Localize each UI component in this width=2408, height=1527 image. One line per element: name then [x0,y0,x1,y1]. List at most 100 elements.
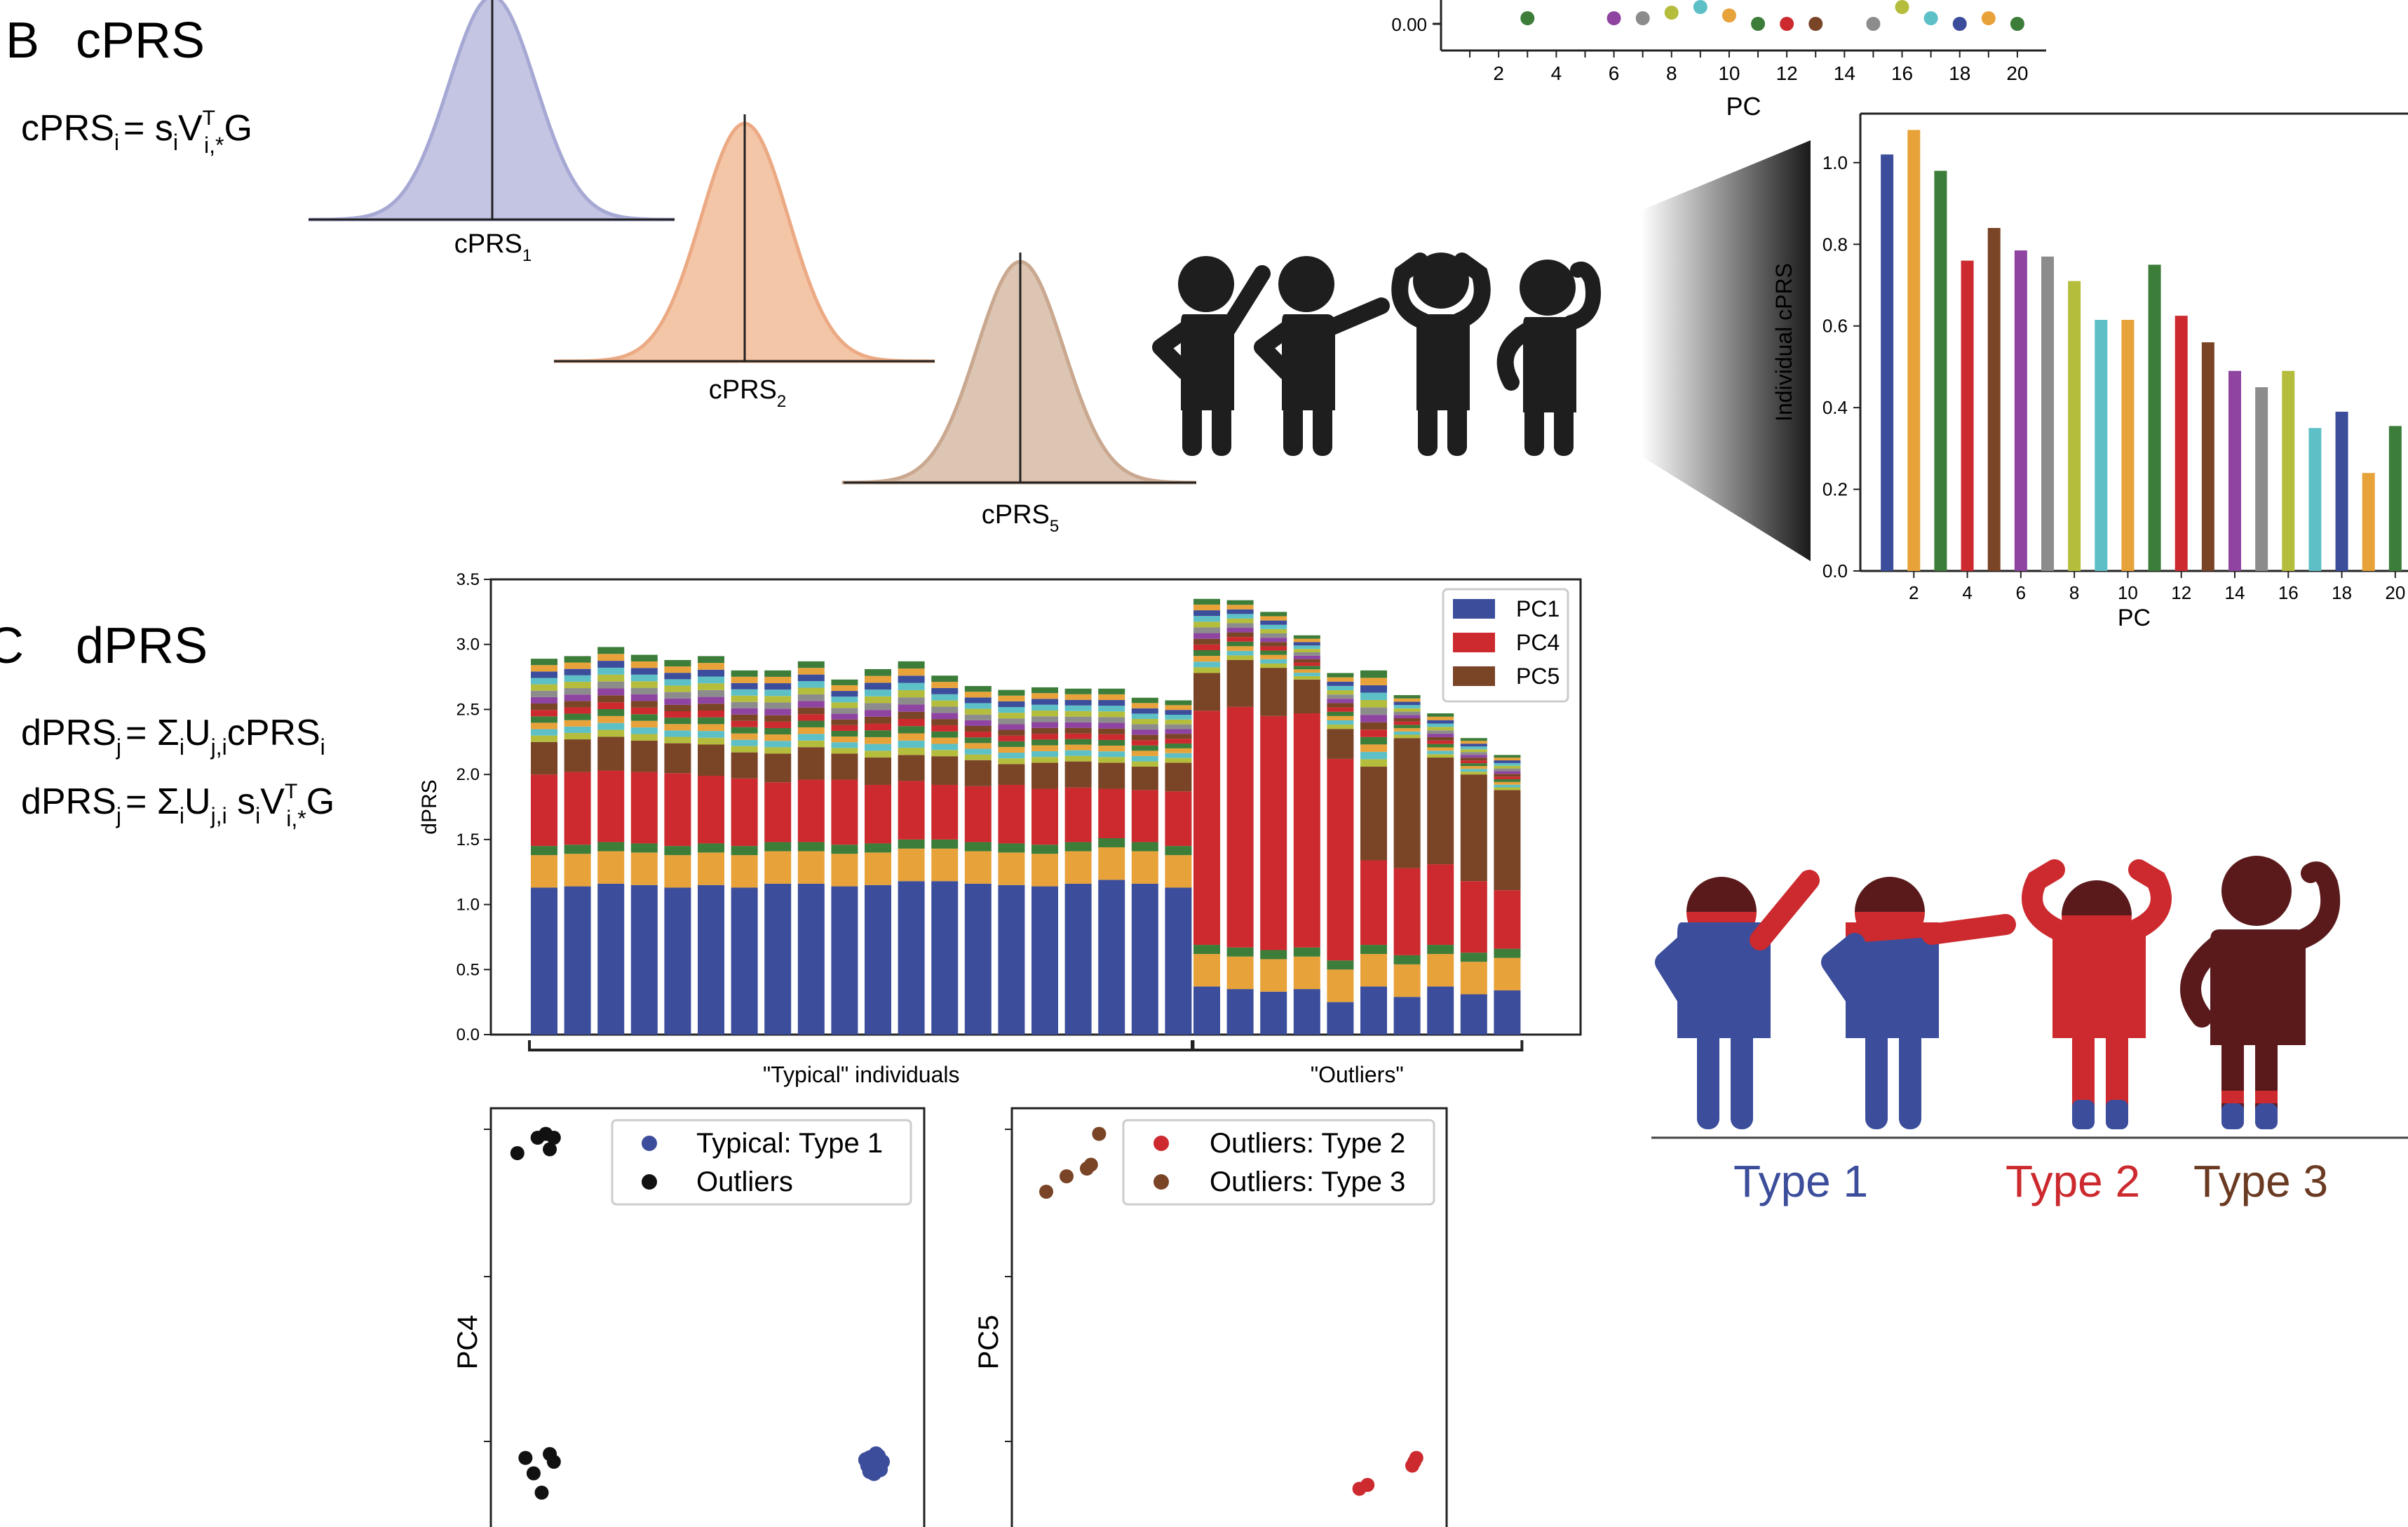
dprs-seg-pc16 [1293,649,1320,652]
dist-label-1: cPRS [454,229,522,259]
pc4-point-outlier [546,1131,561,1145]
dprs-seg-pc8 [698,737,724,745]
dprs-f2-s4: i,* [286,806,306,831]
dprs-seg-pc2 [1360,954,1387,987]
dprs-seg-pc1 [831,886,858,1035]
dprs-seg-pc19 [597,654,625,661]
dprs-seg-pc9 [731,739,758,746]
dprs-seg-pc19 [865,675,891,683]
dprs-seg-pc17 [1460,746,1487,750]
dprs-seg-pc5 [698,744,724,776]
dprs-seg-pc5 [1427,758,1454,865]
person-salute-icon [1152,256,1271,456]
dprs-seg-pc9 [865,744,891,751]
pc4-point-typical [872,1462,888,1477]
dprs-seg-pc12 [1393,721,1421,725]
dprs-legend-label-pc5: PC5 [1516,664,1560,689]
dprs-seg-pc1 [1098,880,1125,1035]
dprs-seg-pc11 [1494,779,1521,782]
dprs-seg-pc1 [564,886,591,1035]
dprs-seg-pc19 [764,676,792,684]
dprs-seg-pc8 [831,748,858,754]
dprs-seg-pc18 [531,671,557,678]
indiv-x-tick-label: 16 [2278,582,2299,603]
dprs-seg-pc14 [1260,638,1287,643]
dprs-seg-pc13 [1393,718,1421,722]
indiv-bar-pc19 [2362,473,2375,571]
dprs-seg-pc4 [1494,890,1521,949]
dprs-seg-pc1 [1427,986,1454,1035]
dprs-seg-pc13 [1360,722,1387,730]
dprs-seg-pc4 [1226,706,1254,948]
dprs-seg-pc12 [597,702,625,710]
dprs-seg-pc8 [1131,761,1158,767]
dprs-seg-pc17 [1098,706,1125,712]
pc4-point-outlier [518,1451,533,1465]
dprs-seg-pc10 [1131,751,1158,756]
dprs-seg-pc11 [865,730,891,737]
dprs-seg-pc4 [664,773,691,847]
dprs-seg-pc20 [731,670,758,677]
indiv-x-tick-label: 4 [1962,582,1972,603]
dprs-seg-pc16 [1327,690,1354,695]
dprs-seg-pc3 [698,843,724,853]
dprs-seg-pc18 [1064,699,1092,706]
dprs-f1-lhs-sub: j [116,734,121,760]
dprs-seg-pc5 [597,736,625,771]
dprs-seg-pc19 [564,662,591,669]
dprs-seg-pc2 [898,848,925,882]
dprs-seg-pc15 [630,687,658,695]
dprs-seg-pc11 [1427,744,1454,748]
dprs-seg-pc17 [1226,614,1254,619]
type-legend: Type 1 Type 2 Type 3 [1733,1156,2328,1206]
dprs-seg-pc3 [1064,842,1092,852]
dprs-seg-pc12 [698,710,724,718]
person-type3-icon [2180,856,2341,1129]
dprs-seg-pc17 [1064,705,1092,711]
dprs-seg-pc8 [1494,787,1521,791]
panel-b-letter: B [6,13,39,69]
dprs-seg-pc3 [1360,945,1387,955]
dprs-seg-pc14 [630,694,658,701]
pc5-frame [1010,1107,1448,1527]
dprs-seg-pc2 [698,852,724,885]
cprs-formula-v: V [178,108,203,149]
pc5-legend-marker-type2 [1154,1136,1169,1151]
dprs-seg-pc13 [1098,728,1125,734]
dprs-seg-pc9 [1360,751,1387,760]
dprs-seg-pc5 [664,743,691,774]
dprs-seg-pc11 [597,709,625,716]
indiv-bar-pc4 [1961,260,1974,571]
dprs-seg-pc3 [797,842,825,852]
dprs-seg-pc1 [1193,986,1220,1035]
dprs-seg-pc3 [1393,955,1421,964]
dprs-seg-pc14 [1293,655,1320,659]
dprs-seg-pc10 [1427,747,1454,751]
indiv-y-tick-label: 1.0 [1822,152,1848,173]
dprs-seg-pc19 [698,663,724,670]
dprs-seg-pc12 [764,721,792,728]
dprs-seg-pc2 [1031,854,1058,887]
dprs-seg-pc5 [998,764,1025,785]
dprs-seg-pc20 [1260,612,1287,617]
pc4-point-typical [858,1452,874,1468]
dprs-seg-pc5 [1165,762,1192,792]
dprs-seg-pc4 [831,779,858,845]
dprs-seg-pc17 [764,689,792,697]
outliers-bracket [1191,1040,1524,1051]
dprs-seg-pc14 [1327,699,1354,704]
dprs-seg-pc9 [1098,751,1125,758]
dots-point [1635,11,1650,25]
indiv-bar-pc16 [2282,370,2295,571]
dprs-seg-pc18 [898,675,925,683]
dots-y-tick-label: 0.00 [1391,14,1427,35]
dprs-seg-pc14 [964,720,992,726]
dprs-seg-pc10 [1327,715,1354,720]
dprs-seg-pc2 [731,855,758,888]
cprs-formula-g: G [224,108,252,149]
dprs-seg-pc3 [1193,945,1220,955]
dprs-seg-pc5 [531,741,557,775]
dprs-seg-pc8 [998,758,1025,765]
dprs-seg-pc11 [531,716,557,723]
dprs-seg-pc10 [865,736,891,744]
